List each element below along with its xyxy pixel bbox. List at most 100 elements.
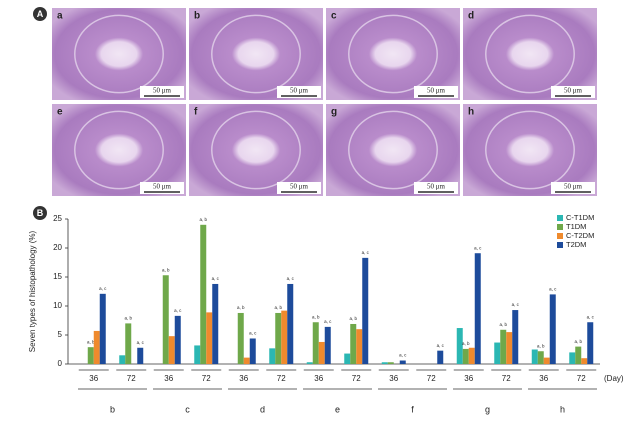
significance-label: a, c xyxy=(212,276,220,281)
bar xyxy=(575,346,582,364)
tubule-outline xyxy=(485,14,575,94)
scale-box xyxy=(140,86,184,98)
bar xyxy=(318,341,325,364)
bar xyxy=(324,326,331,364)
image-letter: a xyxy=(57,11,63,22)
bar xyxy=(119,355,126,364)
y-tick-label: 0 xyxy=(58,359,63,368)
x-unit: (Day) xyxy=(604,374,624,383)
bar xyxy=(87,347,94,364)
significance-label: a, c xyxy=(174,308,182,313)
group-label: b xyxy=(110,404,115,414)
scale-box xyxy=(277,182,321,194)
bar xyxy=(194,345,201,364)
bar xyxy=(587,322,594,364)
significance-label: a, c xyxy=(437,343,445,348)
x-tick-label: 72 xyxy=(427,374,436,383)
significance-label: a, c xyxy=(587,314,595,319)
bar xyxy=(494,342,501,364)
bar xyxy=(99,293,106,364)
significance-label: a, c xyxy=(474,245,482,250)
image-letter: f xyxy=(194,107,198,118)
legend-swatch xyxy=(557,233,563,239)
tubule-outline xyxy=(211,14,301,94)
bar xyxy=(237,312,244,364)
bar xyxy=(462,348,469,364)
legend-swatch xyxy=(557,215,563,221)
bar xyxy=(468,347,475,364)
tubule-outline xyxy=(211,110,301,190)
x-tick-label: 36 xyxy=(389,374,398,383)
image-letter: e xyxy=(57,107,63,118)
y-tick-label: 5 xyxy=(58,330,63,339)
bar xyxy=(312,322,319,364)
bar xyxy=(381,362,388,364)
bar xyxy=(506,332,513,364)
bar xyxy=(569,352,576,364)
scale-box xyxy=(414,182,458,194)
image-letter: d xyxy=(468,11,474,22)
group-label: h xyxy=(560,404,565,414)
bar xyxy=(531,349,538,364)
bar xyxy=(512,310,519,364)
bar xyxy=(362,257,369,364)
x-tick-label: 72 xyxy=(502,374,511,383)
bar xyxy=(206,312,213,364)
bar xyxy=(212,283,219,364)
bar xyxy=(549,294,556,364)
legend-label: C-T1DM xyxy=(566,213,594,222)
group-label: d xyxy=(260,404,265,414)
bar xyxy=(543,357,550,364)
bar xyxy=(537,351,544,364)
bar xyxy=(249,338,256,364)
group-label: f xyxy=(411,404,414,414)
scale-label: 50 μm xyxy=(564,183,583,191)
image-letter: h xyxy=(468,107,474,118)
bar xyxy=(137,347,144,364)
bar xyxy=(456,328,463,364)
image-letter: c xyxy=(331,11,337,22)
y-tick-label: 15 xyxy=(53,272,62,281)
bar xyxy=(344,353,351,364)
scale-label: 50 μm xyxy=(153,87,172,95)
tubule-outline xyxy=(485,110,575,190)
scale-label: 50 μm xyxy=(153,183,172,191)
bar xyxy=(437,350,444,364)
tubule-outline xyxy=(348,14,438,94)
scale-box xyxy=(551,86,595,98)
significance-label: a, c xyxy=(249,331,257,336)
bar xyxy=(387,362,394,364)
significance-label: a, b xyxy=(124,316,132,321)
x-tick-label: 36 xyxy=(164,374,173,383)
tubule-outline xyxy=(74,110,164,190)
x-tick-label: 36 xyxy=(539,374,548,383)
significance-label: a, b xyxy=(237,305,245,310)
significance-label: a, c xyxy=(549,287,557,292)
legend-swatch xyxy=(557,224,563,230)
scale-label: 50 μm xyxy=(290,183,309,191)
y-tick-label: 10 xyxy=(53,301,62,310)
y-axis-title: Seven types of histopathology (%) xyxy=(28,230,37,352)
y-tick-label: 25 xyxy=(53,214,62,223)
significance-label: a, b xyxy=(499,322,507,327)
panel-badge xyxy=(33,206,47,220)
bar xyxy=(93,330,100,364)
scale-label: 50 μm xyxy=(290,87,309,95)
bar xyxy=(125,323,132,364)
significance-label: a, b xyxy=(349,316,357,321)
significance-label: a, b xyxy=(274,305,282,310)
x-tick-label: 72 xyxy=(352,374,361,383)
x-tick-label: 72 xyxy=(127,374,136,383)
image-letter: b xyxy=(194,11,200,22)
image-letter: g xyxy=(331,107,337,118)
scale-label: 50 μm xyxy=(427,183,446,191)
scale-box xyxy=(551,182,595,194)
significance-label: a, c xyxy=(99,286,107,291)
x-tick-label: 72 xyxy=(577,374,586,383)
scale-label: 50 μm xyxy=(564,87,583,95)
bar xyxy=(399,360,406,364)
bar xyxy=(350,323,357,364)
bar xyxy=(356,329,363,364)
x-tick-label: 36 xyxy=(89,374,98,383)
